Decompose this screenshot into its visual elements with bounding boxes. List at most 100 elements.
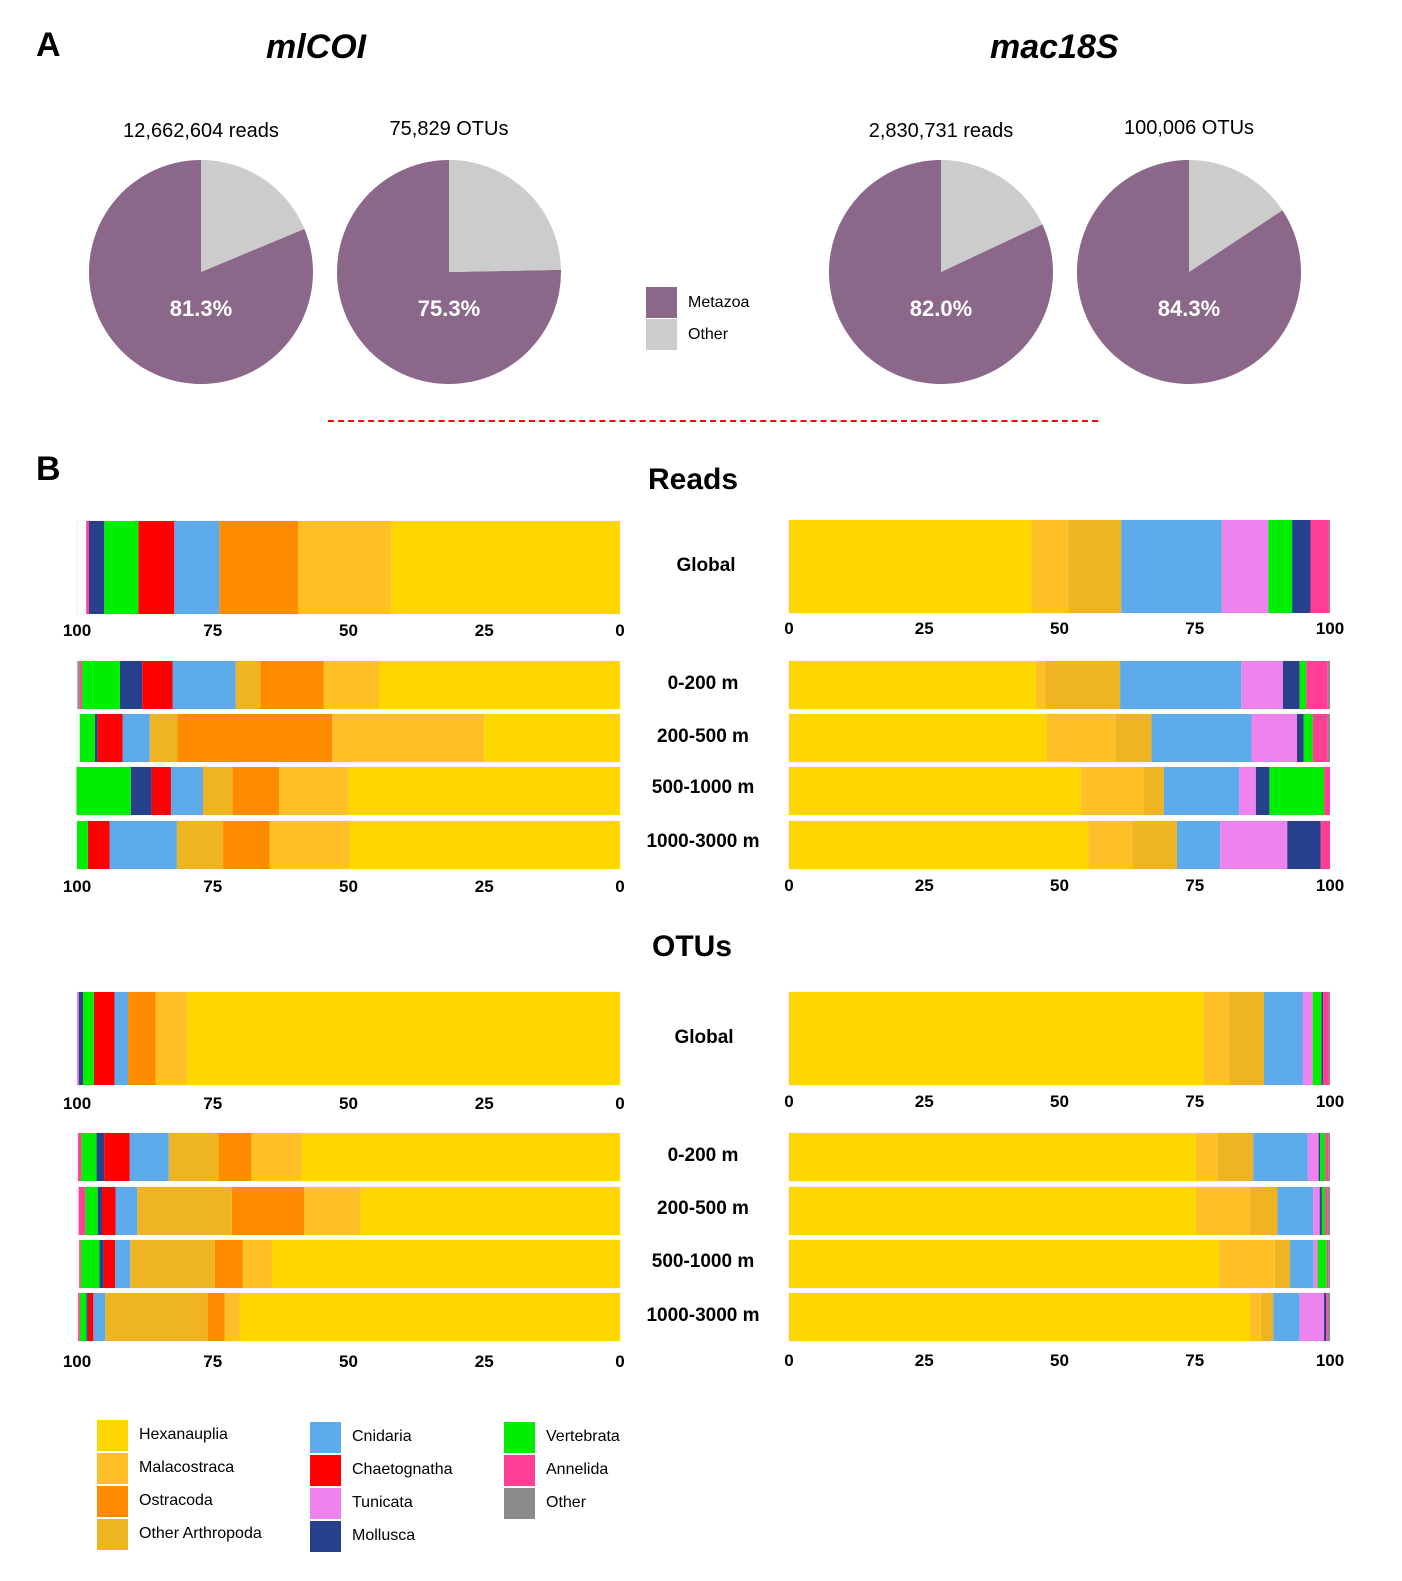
bar-segment-annelida bbox=[1320, 821, 1330, 869]
bar-segment-hexanauplia bbox=[484, 714, 620, 762]
legend-label-metazoa: Metazoa bbox=[688, 294, 750, 311]
bar-segment-cnidaria bbox=[122, 714, 150, 762]
legend-swatch-ostracoda bbox=[97, 1486, 128, 1517]
legend-swatch-other-arthropoda bbox=[97, 1519, 128, 1550]
legend-label-ostracoda: Ostracoda bbox=[139, 1492, 213, 1509]
bar-row-200-500-m bbox=[76, 713, 621, 763]
bar-segment-hexanauplia bbox=[789, 714, 1047, 762]
bar-segment-annelida bbox=[1325, 1133, 1329, 1181]
bar-segment-other-arthropoda bbox=[235, 661, 261, 709]
bar-segment-mollusca bbox=[1318, 1133, 1321, 1181]
legend-label-annelida: Annelida bbox=[546, 1461, 609, 1478]
section-title-otus: OTUs bbox=[652, 930, 733, 963]
bar-segment-malacostraca bbox=[323, 661, 380, 709]
bar-segment-other bbox=[1327, 1293, 1330, 1341]
x-tick-label: 50 bbox=[1050, 1092, 1069, 1111]
pie-percent-label: 82.0% bbox=[910, 296, 972, 321]
bar-segment-ostracoda bbox=[219, 521, 299, 614]
bar-row-1000-3000-m bbox=[788, 1292, 1331, 1342]
bar-segment-other-arthropoda bbox=[1250, 1187, 1278, 1235]
x-tick-label: 100 bbox=[63, 621, 91, 640]
legend-label-chaetognatha: Chaetognatha bbox=[352, 1461, 453, 1478]
bar-row-500-1000-m bbox=[788, 1239, 1331, 1289]
legend-swatch-chaetognatha bbox=[310, 1455, 341, 1486]
pie-percent-label: 75.3% bbox=[418, 296, 480, 321]
bar-segment-annelida bbox=[78, 1293, 80, 1341]
legend-swatch-tunicata bbox=[310, 1488, 341, 1519]
bar-segment-cnidaria bbox=[1253, 1133, 1308, 1181]
bar-segment-malacostraca bbox=[1035, 661, 1046, 709]
bar-segment-mollusca bbox=[78, 992, 83, 1085]
bar-segment-other bbox=[1328, 520, 1330, 613]
bar-segment-cnidaria bbox=[93, 1293, 106, 1341]
bar-segment-cnidaria bbox=[1120, 661, 1242, 709]
bar-segment-chaetognatha bbox=[103, 1240, 116, 1288]
bar-segment-vertebrata bbox=[1268, 520, 1293, 613]
bar-row-200-500-m bbox=[76, 1186, 621, 1236]
bar-segment-hexanauplia bbox=[187, 992, 620, 1085]
bar-row-1000-3000-m bbox=[76, 820, 621, 870]
x-tick-label: 75 bbox=[1185, 1092, 1204, 1111]
bar-segment-mollusca bbox=[1321, 992, 1323, 1085]
bar-segment-ostracoda bbox=[177, 714, 333, 762]
bar-row-500-1000-m bbox=[76, 1239, 621, 1289]
bar-segment-cnidaria bbox=[1263, 992, 1303, 1085]
bar-row-global bbox=[76, 520, 621, 615]
bar-row-global bbox=[788, 991, 1331, 1086]
bar-segment-cnidaria bbox=[172, 661, 236, 709]
bar-segment-tunicata bbox=[77, 992, 79, 1085]
bar-segment-other-arthropoda bbox=[176, 821, 224, 869]
bar-segment-tunicata bbox=[1220, 821, 1288, 869]
row-label-0-200-m: 0-200 m bbox=[667, 673, 739, 694]
bar-segment-ostracoda bbox=[232, 767, 279, 815]
bar-chart-mac18S-otus-global: 0 25 50 75 100 bbox=[784, 991, 1344, 1111]
bar-segment-vertebrata bbox=[1317, 1240, 1327, 1288]
bar-segment-mollusca bbox=[1282, 661, 1300, 709]
bar-segment-other-arthropoda bbox=[1218, 1133, 1254, 1181]
pie-percent-label: 84.3% bbox=[1158, 296, 1220, 321]
bar-row-200-500-m bbox=[788, 713, 1331, 763]
bar-segment-hexanauplia bbox=[390, 521, 620, 614]
bar-segment-other bbox=[1328, 992, 1330, 1085]
legend-swatch-other bbox=[646, 319, 677, 350]
x-tick-label: 100 bbox=[63, 1352, 91, 1371]
bar-segment-cnidaria bbox=[174, 521, 220, 614]
bar-segment-malacostraca bbox=[251, 1133, 302, 1181]
x-tick-label: 0 bbox=[784, 876, 793, 895]
bar-segment-vertebrata bbox=[1299, 661, 1307, 709]
bar-segment-hexanauplia bbox=[789, 992, 1204, 1085]
x-tick-label: 0 bbox=[784, 1092, 793, 1111]
bar-segment-malacostraca bbox=[303, 1187, 361, 1235]
bar-segment-ostracoda bbox=[207, 1293, 225, 1341]
bar-segment-hexanauplia bbox=[789, 1133, 1196, 1181]
bar-segment-tunicata bbox=[1239, 767, 1256, 815]
legend-swatch-malacostraca bbox=[97, 1453, 128, 1484]
section-title-reads: Reads bbox=[648, 463, 739, 496]
bar-segment-cnidaria bbox=[1121, 520, 1222, 613]
bar-segment-tunicata bbox=[1221, 520, 1269, 613]
x-tick-label: 50 bbox=[339, 1352, 358, 1371]
bar-segment-vertebrata bbox=[80, 1240, 100, 1288]
panel-label-a: A bbox=[36, 26, 61, 64]
bar-segment-mollusca bbox=[1319, 1187, 1322, 1235]
x-tick-label: 0 bbox=[615, 621, 624, 640]
bar-row-200-500-m bbox=[788, 1186, 1331, 1236]
bar-segment-vertebrata bbox=[76, 767, 131, 815]
x-tick-label: 50 bbox=[1050, 876, 1069, 895]
bar-segment-mollusca bbox=[1292, 520, 1311, 613]
x-tick-label: 100 bbox=[1316, 876, 1344, 895]
pie-mlCOI-otus: 75.3% 75,829 OTUs bbox=[336, 118, 561, 385]
x-tick-label: 50 bbox=[1050, 619, 1069, 638]
bar-segment-ostracoda bbox=[223, 821, 270, 869]
x-tick-label: 25 bbox=[915, 1092, 934, 1111]
bar-segment-hexanauplia bbox=[239, 1293, 620, 1341]
pie-slice-other bbox=[201, 160, 305, 272]
pie-percent-label: 81.3% bbox=[170, 296, 232, 321]
bar-segment-vertebrata bbox=[1303, 714, 1313, 762]
bar-segment-chaetognatha bbox=[87, 821, 110, 869]
x-tick-label: 100 bbox=[63, 1094, 91, 1113]
bar-segment-malacostraca bbox=[298, 521, 391, 614]
legend-swatch-annelida bbox=[504, 1455, 535, 1486]
bar-segment-hexanauplia bbox=[789, 661, 1036, 709]
x-tick-label: 25 bbox=[475, 1094, 494, 1113]
